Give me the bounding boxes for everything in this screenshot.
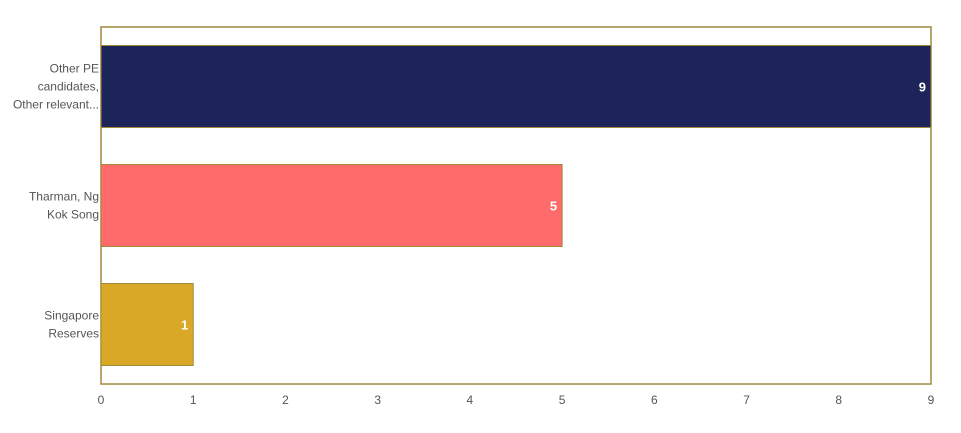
bar: [100, 164, 563, 247]
value-label: 5: [550, 199, 557, 214]
bar: [100, 283, 194, 366]
x-tick-label: 3: [374, 393, 381, 407]
category-label-line: Other PE: [50, 62, 99, 76]
category-label-line: Tharman, Ng: [29, 190, 99, 204]
category-label: Tharman, Ng Kok Song: [29, 190, 99, 222]
x-tick-label: 5: [559, 393, 566, 407]
category-label: Singapore Reserves: [44, 309, 99, 341]
x-tick-label: 4: [467, 393, 474, 407]
x-axis-ticks-group: 0 1 2 3 4 5 6 7 8 9: [98, 393, 935, 407]
x-tick-label: 8: [835, 393, 842, 407]
category-labels-group: Other PE candidates, Other relevant... Thar…: [13, 62, 99, 341]
value-labels-group: 9 5 1: [181, 80, 926, 333]
category-label-line: Other relevant...: [13, 98, 99, 112]
category-label-line: Kok Song: [47, 208, 99, 222]
bar: [100, 45, 932, 128]
x-tick-label: 7: [743, 393, 750, 407]
value-label: 1: [181, 318, 188, 333]
category-label-line: Reserves: [48, 327, 99, 341]
x-tick-label: 6: [651, 393, 658, 407]
x-tick-label: 2: [282, 393, 289, 407]
x-tick-label: 1: [190, 393, 197, 407]
bars-group: [100, 45, 932, 366]
x-tick-label: 0: [98, 393, 105, 407]
value-label: 9: [919, 80, 926, 95]
x-tick-label: 9: [928, 393, 935, 407]
category-label: Other PE candidates, Other relevant...: [13, 62, 99, 112]
category-label-line: Singapore: [44, 309, 99, 323]
category-label-line: candidates,: [38, 80, 99, 94]
